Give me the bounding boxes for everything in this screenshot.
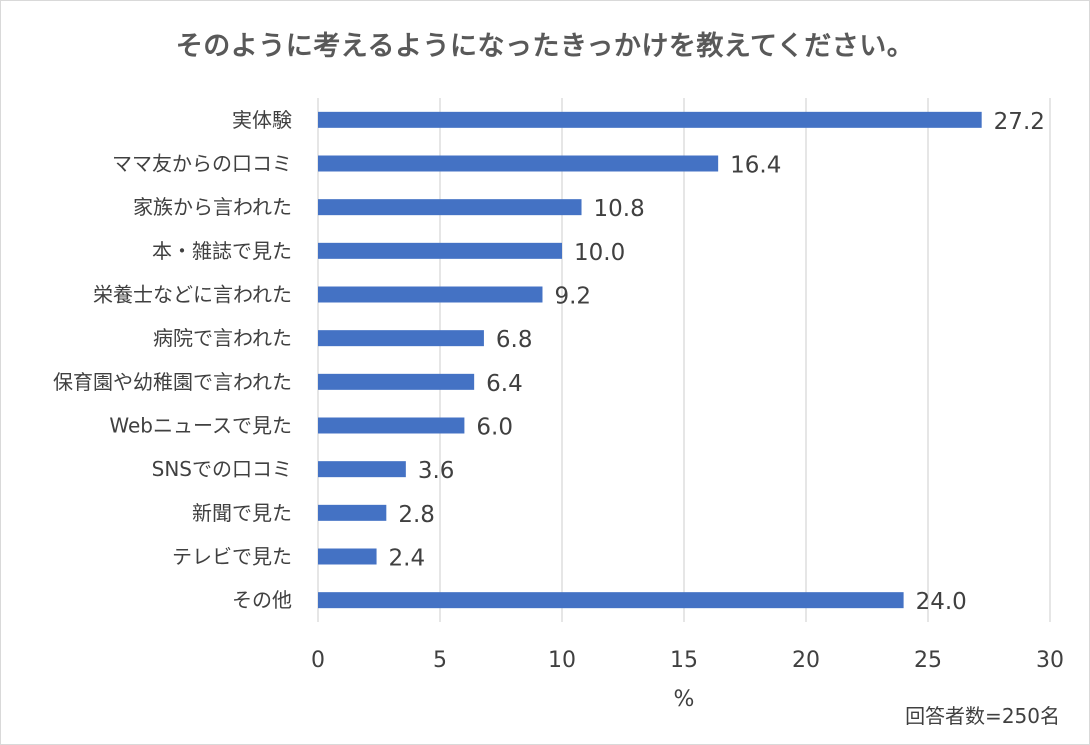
category-label: 家族から言われた bbox=[133, 195, 292, 219]
category-label: Webニュースで見た bbox=[109, 414, 292, 438]
value-labels: 27.2 16.4 10.8 10.0 9.2 6.8 6.4 6.0 3.6 2.8 2.4 24.… bbox=[389, 109, 1045, 615]
x-tick-label: 5 bbox=[433, 648, 447, 673]
bar bbox=[318, 373, 475, 390]
gridlines bbox=[317, 98, 1051, 622]
bar bbox=[318, 592, 904, 609]
data-label: 2.8 bbox=[398, 502, 435, 528]
data-label: 16.4 bbox=[730, 153, 781, 179]
category-label: 保育園や幼稚園で言われた bbox=[53, 370, 292, 394]
x-tick-label: 10 bbox=[548, 648, 576, 673]
chart-title: そのように考えるようになったきっかけを教えてください。 bbox=[175, 31, 915, 62]
bar bbox=[318, 417, 465, 434]
bar bbox=[318, 111, 982, 128]
bar bbox=[318, 242, 562, 259]
bar bbox=[318, 548, 377, 565]
data-label: 6.8 bbox=[496, 327, 533, 353]
data-label: 6.0 bbox=[476, 415, 513, 441]
bar bbox=[318, 330, 484, 347]
data-label: 2.4 bbox=[389, 546, 426, 572]
x-tick-label: 0 bbox=[311, 648, 325, 673]
category-label: 栄養士などに言われた bbox=[93, 283, 292, 307]
x-tick-label: 25 bbox=[914, 648, 942, 673]
x-tick-label: 30 bbox=[1036, 648, 1064, 673]
data-label: 10.0 bbox=[574, 240, 625, 266]
category-label: 病院で言われた bbox=[153, 326, 292, 350]
category-label: ママ友からの口コミ bbox=[112, 152, 292, 176]
data-label: 6.4 bbox=[486, 371, 523, 397]
bars bbox=[318, 111, 982, 609]
data-label: 10.8 bbox=[594, 196, 645, 222]
x-tick-label: 20 bbox=[792, 648, 820, 673]
data-label: 27.2 bbox=[994, 109, 1045, 135]
x-axis-label: % bbox=[674, 687, 695, 712]
category-label: 新聞で見た bbox=[192, 501, 292, 525]
respondent-count-note: 回答者数=250名 bbox=[905, 704, 1060, 728]
category-label: その他 bbox=[232, 588, 292, 612]
category-label: テレビで見た bbox=[172, 545, 292, 569]
category-label: 本・雑誌で見た bbox=[152, 239, 292, 263]
category-labels: 実体験ママ友からの口コミ家族から言われた本・雑誌で見た栄養士などに言われた病院で… bbox=[53, 108, 292, 612]
bar bbox=[318, 286, 543, 303]
bar bbox=[318, 199, 582, 216]
data-label: 9.2 bbox=[554, 284, 591, 310]
bar bbox=[318, 504, 387, 521]
x-tick-labels: 0 5 10 15 20 25 30 bbox=[311, 648, 1064, 673]
bar bbox=[318, 155, 719, 172]
bar bbox=[318, 461, 406, 478]
data-label: 24.0 bbox=[916, 589, 967, 615]
x-tick-label: 15 bbox=[670, 648, 698, 673]
category-label: 実体験 bbox=[232, 108, 292, 132]
category-label: SNSでの口コミ bbox=[152, 457, 292, 481]
data-label: 3.6 bbox=[418, 458, 455, 484]
